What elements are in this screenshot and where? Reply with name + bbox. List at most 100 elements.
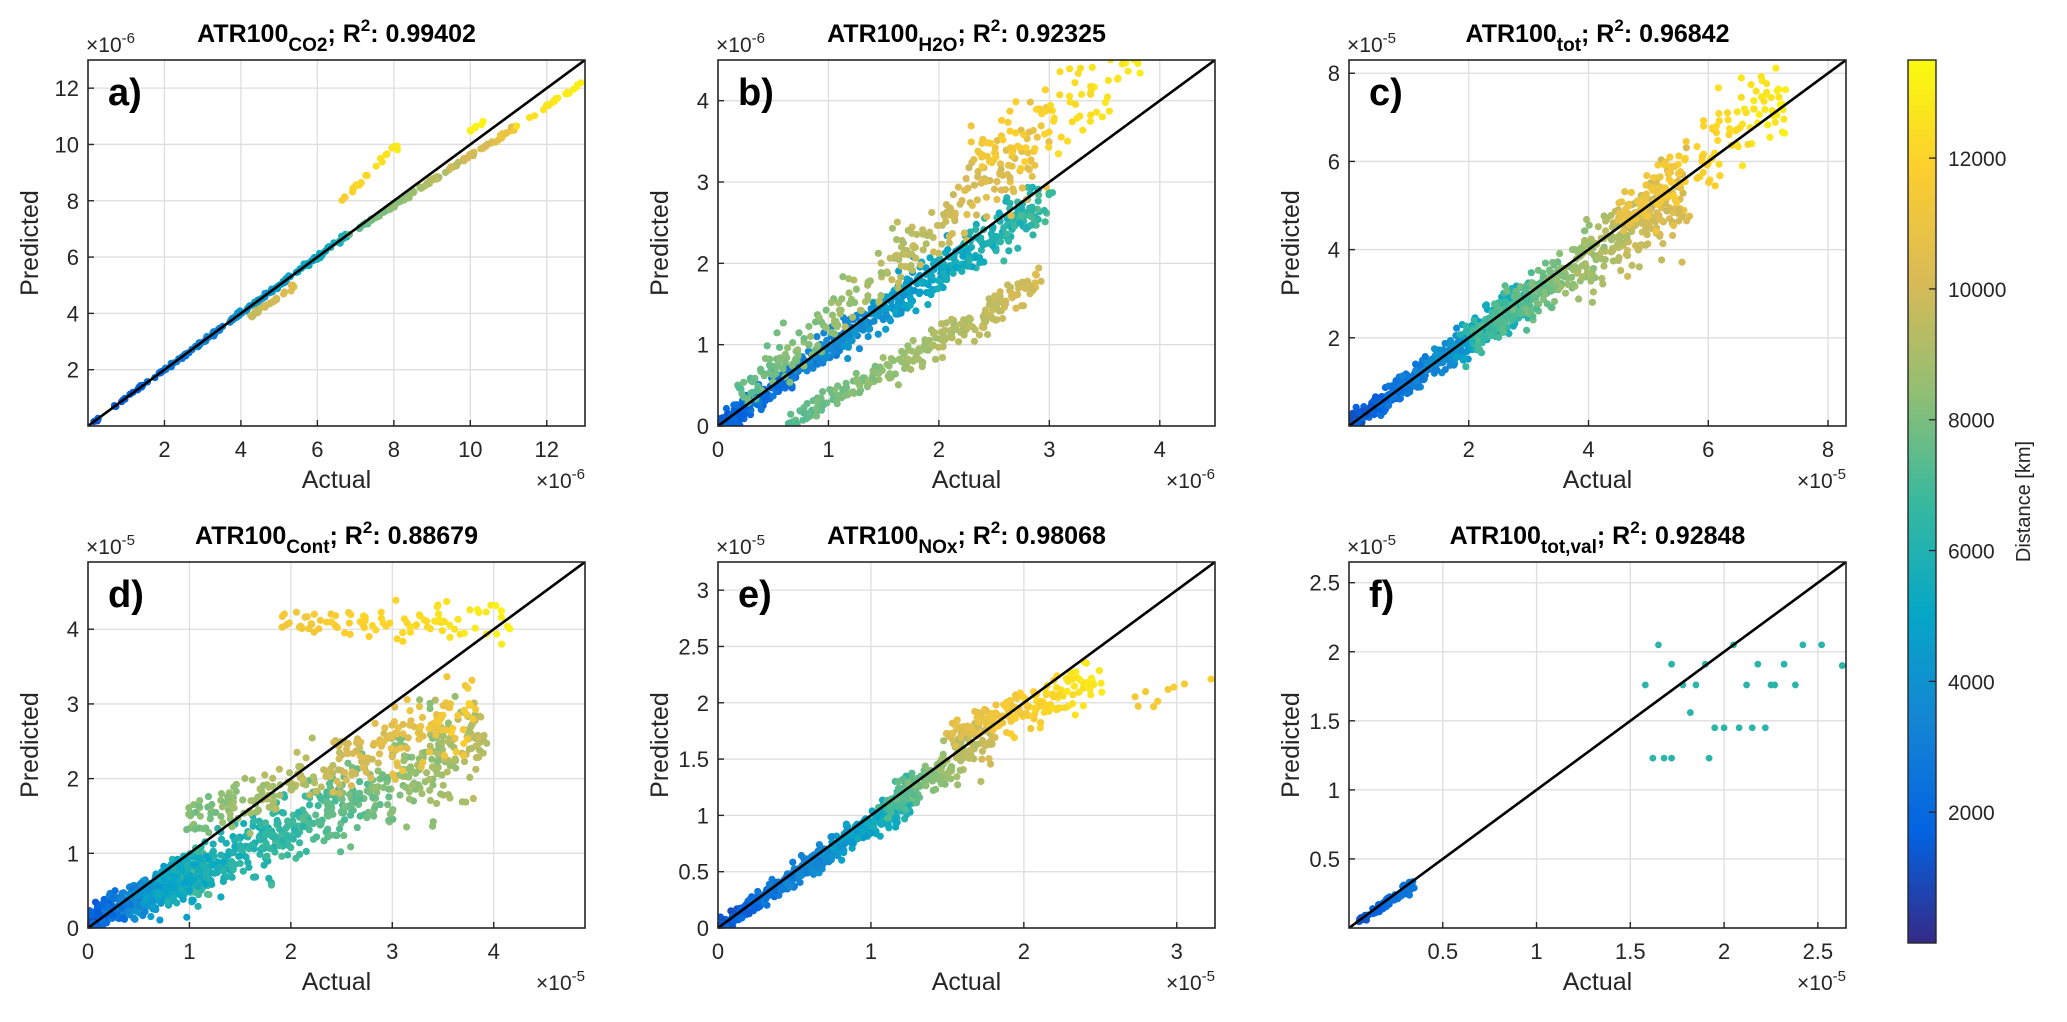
y-tick-label: 3 (67, 692, 79, 717)
data-point (405, 795, 414, 803)
panel-e: 0 1 2 300.511.522.53ActualPredicted×10-5×10… (646, 518, 1216, 996)
data-point (434, 610, 443, 618)
data-point (1527, 269, 1535, 277)
data-point (104, 903, 112, 911)
data-point (1028, 183, 1037, 192)
title-superscript: 2 (363, 518, 372, 537)
data-point (1511, 293, 1519, 301)
data-point (894, 279, 903, 287)
data-point (1034, 197, 1042, 205)
data-point (465, 700, 473, 708)
data-point (472, 765, 480, 773)
data-point (217, 835, 226, 843)
data-point (857, 307, 865, 315)
data-point (935, 277, 943, 285)
data-point (796, 872, 804, 880)
data-point (888, 224, 897, 232)
data-point (496, 131, 504, 140)
data-point (1372, 395, 1380, 403)
data-point (472, 742, 480, 750)
data-point (1572, 263, 1580, 272)
axes-frame (87, 561, 586, 929)
data-point (315, 625, 323, 633)
data-point (183, 913, 191, 921)
title-r2-value: 0.92325 (1016, 20, 1106, 48)
data-point (275, 842, 283, 850)
y-axis-label: Predicted (646, 190, 674, 296)
data-point (813, 397, 821, 406)
data-point (1585, 221, 1593, 229)
data-point (808, 865, 816, 874)
scatter-points (88, 562, 585, 928)
data-point (1780, 115, 1788, 123)
data-point (957, 757, 965, 765)
data-point (404, 193, 412, 201)
exponent-base: ×10 (536, 972, 572, 995)
data-point (377, 608, 385, 616)
data-point (1716, 172, 1724, 180)
data-point (828, 311, 837, 319)
data-point (928, 208, 936, 217)
data-point (789, 339, 797, 347)
y-tick-label: 1 (697, 333, 709, 358)
data-point (147, 884, 155, 892)
data-point (185, 804, 193, 812)
data-point (855, 345, 864, 353)
data-point (1725, 125, 1734, 133)
data-point (194, 865, 202, 873)
data-point (1035, 191, 1043, 199)
data-point (748, 378, 756, 386)
data-point (1635, 263, 1643, 271)
data-point (386, 619, 394, 627)
data-point (848, 313, 857, 321)
data-point (1101, 98, 1110, 107)
data-point (991, 292, 999, 300)
x-tick-label: 3 (386, 939, 398, 964)
data-point (877, 269, 885, 277)
data-point (958, 196, 966, 205)
data-point (850, 276, 858, 284)
data-point (1031, 279, 1039, 287)
data-point (454, 712, 462, 720)
data-point (355, 791, 363, 799)
data-point (948, 334, 956, 342)
data-point (1034, 215, 1042, 224)
data-point (753, 387, 761, 395)
data-point (873, 814, 881, 822)
data-point (217, 893, 225, 901)
data-point (783, 344, 792, 352)
data-point (815, 314, 823, 322)
data-point (1028, 172, 1036, 181)
data-point (1641, 227, 1649, 235)
data-point (960, 229, 969, 237)
data-point (871, 362, 879, 370)
data-point (255, 834, 263, 842)
data-point (430, 617, 439, 625)
data-point (250, 817, 259, 825)
data-point (1446, 338, 1455, 346)
data-point (1561, 289, 1570, 297)
data-point (425, 725, 433, 733)
data-point (475, 608, 483, 617)
data-point (1013, 142, 1022, 150)
data-point (208, 800, 216, 809)
data-point (966, 228, 974, 236)
x-exponent-label: ×10-6 (1166, 466, 1215, 493)
data-point (390, 142, 398, 151)
data-point (439, 781, 447, 789)
data-point (254, 806, 263, 814)
data-point (1589, 264, 1598, 273)
data-point (788, 361, 796, 370)
data-point (119, 915, 127, 923)
data-point (1532, 293, 1540, 302)
y-tick-label: 4 (67, 617, 79, 642)
data-point (735, 384, 743, 392)
data-point (794, 350, 802, 359)
data-point (997, 165, 1005, 173)
data-point (1669, 208, 1677, 217)
data-point (1006, 144, 1014, 152)
data-point (874, 249, 882, 257)
data-point (387, 744, 395, 753)
data-point (1657, 256, 1666, 264)
data-point (1037, 122, 1045, 130)
